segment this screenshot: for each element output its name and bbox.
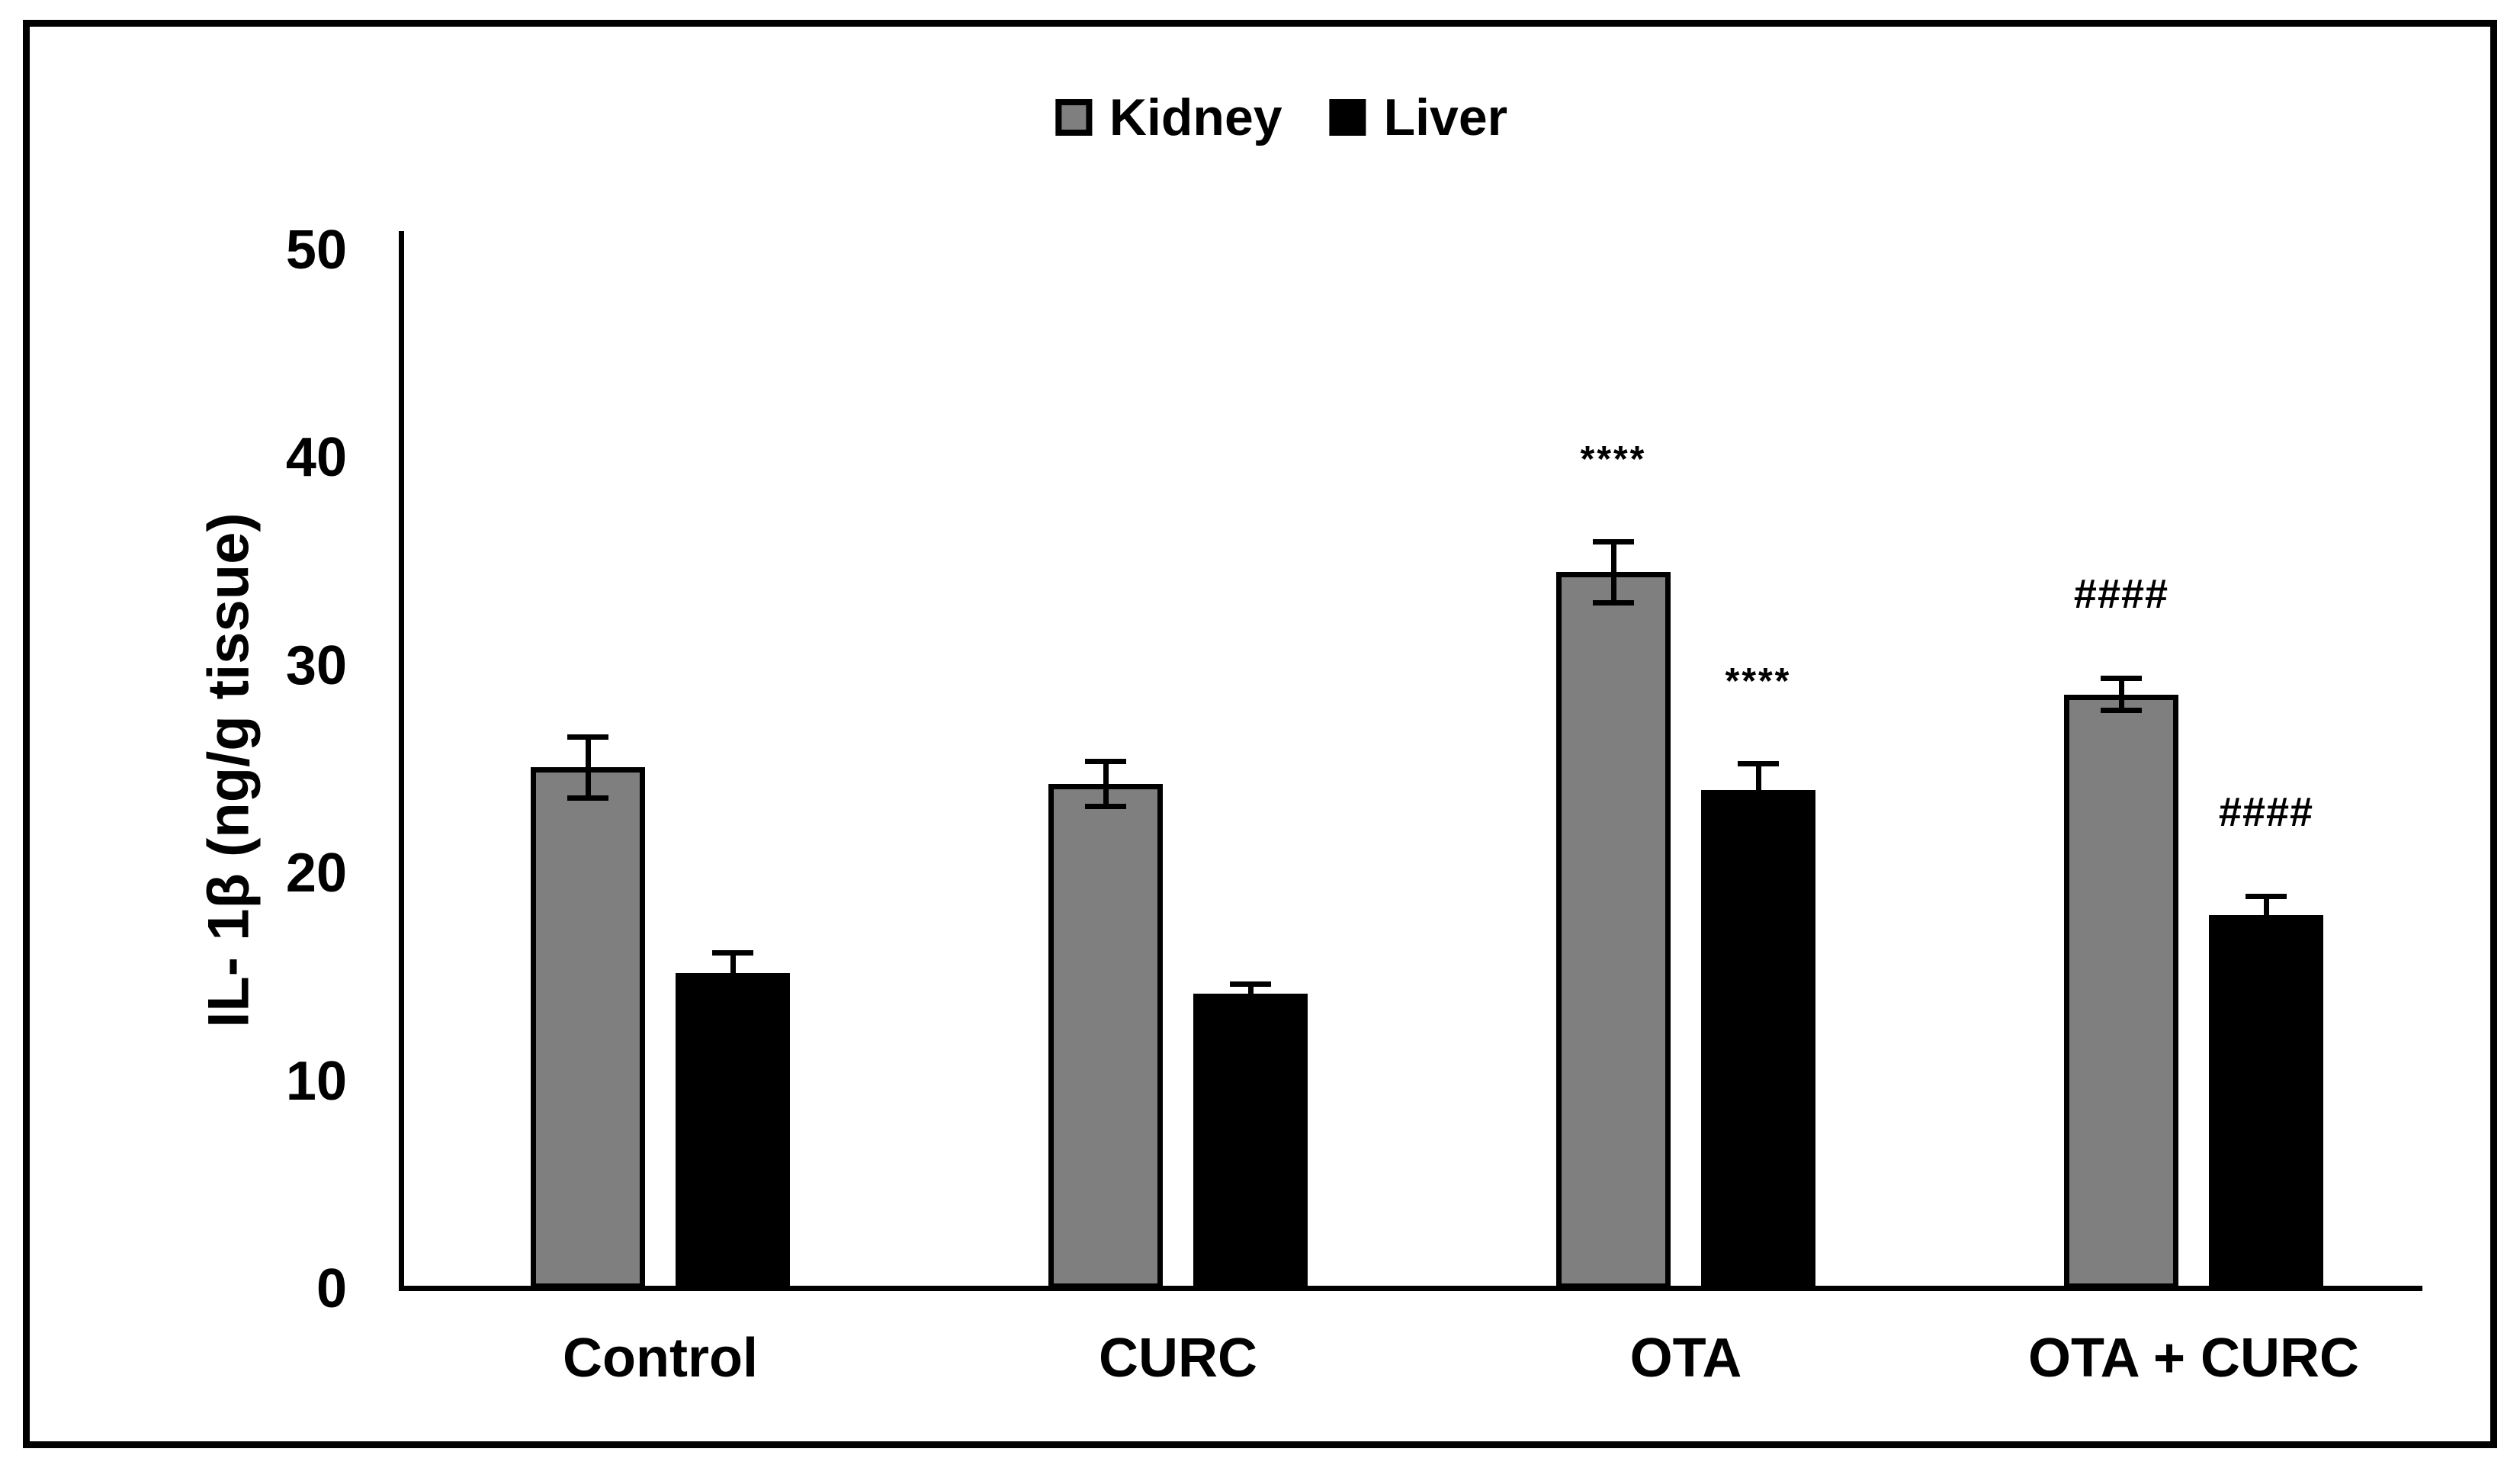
y-axis-line (399, 231, 404, 1289)
error-bar-line (2263, 894, 2269, 915)
bar-liver-ota (1701, 790, 1815, 1289)
y-tick-label-0: 0 (316, 1258, 347, 1319)
error-bar-cap-bottom (567, 795, 608, 801)
plot-area: 0 10 20 30 40 50 Control CURC OTA **** **** OTA + C… (286, 223, 2422, 1386)
y-tick-label-30: 30 (285, 634, 347, 696)
error-bar-line (2118, 676, 2124, 714)
error-bar-cap-top (1593, 538, 1634, 544)
significance-marker-liver-ota-curc: #### (2218, 789, 2314, 836)
significance-marker-liver-ota: **** (1725, 661, 1792, 702)
error-bar-line (1755, 761, 1761, 791)
kidney-legend-label: Kidney (1109, 88, 1282, 146)
error-bar-cap-bottom (2101, 708, 2142, 714)
liver-legend-label: Liver (1383, 88, 1508, 146)
error-bar-cap-top (2246, 894, 2287, 900)
x-axis-label-ota-curc: OTA + CURC (2027, 1328, 2360, 1389)
error-bar-line (730, 950, 736, 973)
error-bar-cap-top (2101, 676, 2142, 682)
error-bar-cap-bottom (1593, 599, 1634, 606)
liver-legend-swatch (1329, 99, 1366, 136)
error-bar-cap-top (1085, 759, 1126, 765)
kidney-legend-swatch (1055, 99, 1092, 136)
y-tick-label-40: 40 (285, 427, 347, 489)
legend-item-liver: Liver (1329, 88, 1508, 146)
bar-kidney-curc (1048, 784, 1163, 1289)
x-axis-line (399, 1286, 2422, 1291)
x-axis-label-ota: OTA (1629, 1328, 1742, 1389)
bar-kidney-control (531, 767, 645, 1289)
error-bar-line (1103, 759, 1109, 809)
error-bar-line (1247, 981, 1254, 994)
y-tick-label-50: 50 (285, 220, 347, 281)
bar-kidney-ota-curc (2064, 694, 2178, 1289)
error-bar-line (585, 734, 591, 801)
x-axis-label-control: Control (563, 1328, 758, 1389)
y-tick-label-10: 10 (285, 1050, 347, 1112)
error-bar-cap-top (567, 734, 608, 740)
bar-kidney-ota (1556, 572, 1671, 1289)
significance-marker-kidney-ota: **** (1580, 438, 1647, 480)
y-tick-label-20: 20 (285, 843, 347, 904)
legend: Kidney Liver (1055, 92, 1507, 143)
error-bar-cap-top (712, 950, 753, 956)
legend-item-kidney: Kidney (1055, 92, 1282, 143)
error-bar-cap-top (1738, 761, 1779, 767)
error-bar-line (1610, 538, 1616, 606)
error-bar-cap-top (1230, 981, 1271, 987)
error-bar-cap-bottom (1085, 803, 1126, 809)
y-axis-title: IL- 1β (ng/g tissue) (196, 512, 262, 1028)
bar-liver-curc (1193, 994, 1308, 1289)
bar-liver-control (676, 972, 790, 1289)
x-axis-label-curc: CURC (1099, 1328, 1257, 1389)
significance-marker-kidney-ota-curc: #### (2073, 571, 2169, 618)
bar-liver-ota-curc (2209, 914, 2323, 1289)
